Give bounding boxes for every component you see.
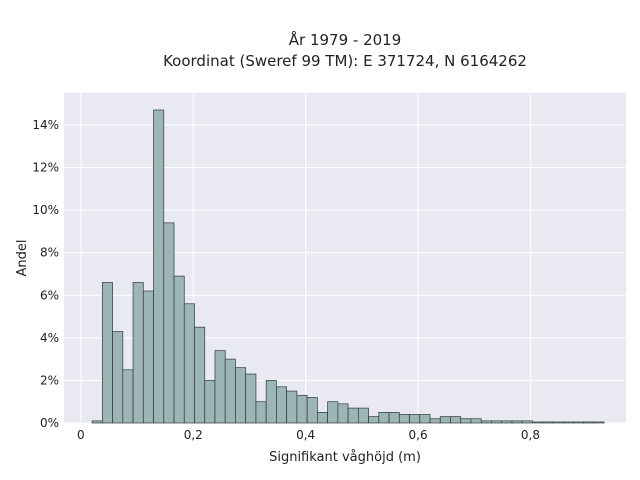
histogram-bar (183, 303, 195, 424)
y-tick-label: 6% (40, 288, 59, 302)
histogram-bar (562, 421, 574, 424)
histogram-bar (122, 369, 134, 424)
histogram-bar (480, 420, 492, 424)
y-tick-label: 4% (40, 331, 59, 345)
histogram-bar (491, 420, 503, 424)
histogram-bar (224, 358, 236, 424)
y-tick-label: 12% (32, 161, 59, 175)
histogram-bar (368, 416, 380, 424)
chart-title: År 1979 - 2019 (289, 30, 402, 49)
histogram-bar (173, 275, 185, 424)
x-tick-label: 0,2 (184, 428, 203, 442)
histogram-bar (511, 420, 523, 424)
y-tick-label: 2% (40, 373, 59, 387)
histogram-bar (593, 421, 605, 424)
x-tick-label: 0,4 (296, 428, 315, 442)
histogram-bar (573, 421, 584, 424)
y-axis-title: Andel (15, 240, 30, 277)
histogram-bar (317, 412, 328, 424)
histogram-bar (194, 326, 206, 424)
x-axis-ticks: 0 0,2 0,4 0,6 0,8 (77, 428, 540, 442)
histogram-bar (265, 380, 277, 424)
histogram-bar (327, 401, 339, 424)
histogram-bar (91, 420, 103, 424)
histogram-bar (583, 421, 595, 424)
histogram-bar (450, 416, 462, 424)
histogram-bar (153, 109, 165, 424)
histogram-bar (235, 367, 247, 424)
y-tick-label: 10% (32, 203, 59, 217)
y-axis-ticks: 0% 2% 4% 6% 8% 10% 12% 14% (32, 118, 59, 430)
histogram-bar (163, 222, 175, 424)
histogram-bar (245, 373, 257, 424)
histogram-bar (501, 420, 513, 424)
histogram-bar (337, 403, 349, 424)
histogram-bar (276, 386, 288, 424)
x-tick-label: 0,6 (409, 428, 428, 442)
histogram-bar (388, 412, 400, 424)
x-tick-label: 0,8 (521, 428, 540, 442)
y-tick-label: 14% (32, 118, 59, 132)
histogram-bar (532, 421, 543, 424)
histogram-bar (439, 416, 451, 424)
histogram-bar (552, 421, 564, 424)
histogram-bar (470, 418, 482, 424)
histogram-bar (409, 414, 421, 424)
histogram-bar (429, 418, 441, 424)
histogram-bar (296, 394, 308, 424)
histogram-bars (91, 109, 605, 424)
histogram-bar (306, 397, 318, 424)
histogram-bar (112, 331, 124, 424)
chart-subtitle: Koordinat (Sweref 99 TM): E 371724, N 61… (163, 52, 527, 70)
y-tick-label: 0% (40, 416, 59, 430)
histogram-bar (204, 380, 216, 424)
histogram-bar (214, 350, 226, 424)
histogram-bar (419, 414, 431, 424)
histogram-bar (542, 421, 554, 424)
histogram-bar (255, 401, 267, 424)
x-tick-label: 0 (77, 428, 85, 442)
histogram-bar (132, 282, 144, 424)
x-axis-title: Signifikant våghöjd (m) (269, 450, 421, 465)
y-tick-label: 8% (40, 246, 59, 260)
histogram-bar (286, 390, 298, 424)
histogram-bar (398, 414, 410, 424)
histogram-bar (357, 407, 369, 424)
histogram-bar (142, 290, 154, 424)
histogram-bar (347, 407, 359, 424)
histogram-bar (521, 420, 533, 424)
histogram-bar (378, 412, 390, 424)
histogram-bar (460, 418, 472, 424)
histogram-bar (101, 282, 113, 424)
